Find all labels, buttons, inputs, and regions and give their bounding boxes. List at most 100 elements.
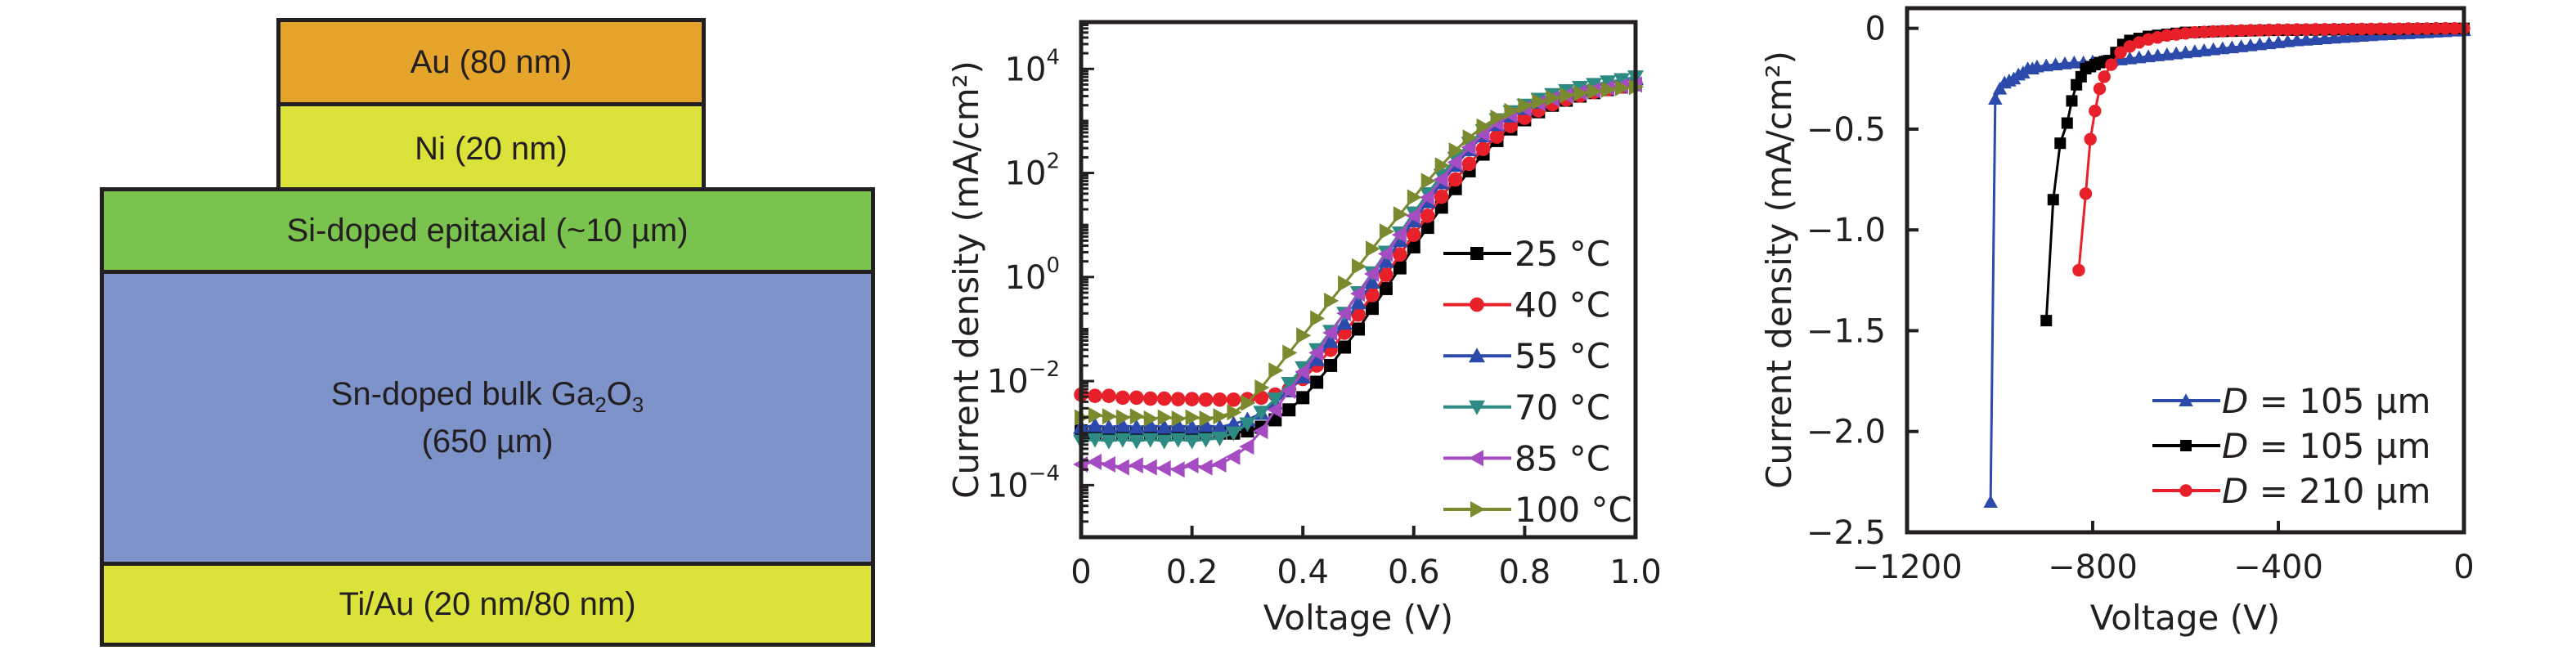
data-point	[1420, 221, 1434, 235]
x-tick-label: 0.2	[1166, 554, 1218, 591]
y-tick-exponent: −2	[1029, 357, 1060, 382]
data-point	[1254, 379, 1270, 397]
data-point	[1115, 409, 1131, 426]
legend-label-variable: D	[2222, 381, 2248, 421]
data-point	[2354, 29, 2369, 43]
data-point	[2098, 70, 2111, 83]
series-5	[1075, 78, 1644, 427]
series-line	[2044, 27, 2465, 321]
layer-sn-thickness: (650 µm)	[421, 424, 554, 460]
data-point	[1225, 426, 1242, 442]
data-point	[2448, 21, 2462, 35]
data-point	[1365, 302, 1379, 316]
data-point	[2066, 95, 2078, 107]
data-point	[2289, 33, 2304, 47]
legend-label: D = 105 µm	[2222, 381, 2430, 421]
data-point	[2093, 82, 2107, 96]
legend-label: 70 °C	[1515, 388, 1610, 428]
data-point	[1365, 288, 1380, 303]
legend-marker	[1469, 450, 1483, 467]
data-point	[1086, 453, 1102, 470]
data-point	[2364, 22, 2378, 36]
data-point	[1351, 307, 1366, 322]
data-point	[2430, 21, 2443, 35]
y-tick-label: 10−2	[987, 357, 1060, 401]
data-point	[1336, 305, 1352, 322]
legend-label-variable: D	[2222, 471, 2248, 511]
data-point	[1156, 419, 1173, 434]
data-point	[1128, 434, 1145, 450]
legend-item-2: 55 °C	[1443, 336, 1610, 376]
data-point	[1433, 171, 1448, 188]
data-point	[2170, 28, 2183, 41]
data-point	[1197, 417, 1214, 433]
data-point	[1310, 375, 1324, 389]
data-point	[2061, 117, 2073, 129]
data-point	[1338, 340, 1352, 354]
data-point	[1613, 73, 1631, 88]
layer-si-label: Si-doped epitaxial (~10 µm)	[286, 213, 689, 249]
y-tick-base: 10	[987, 467, 1029, 504]
data-point	[1420, 173, 1436, 190]
data-point	[1434, 200, 1448, 214]
data-point	[1129, 408, 1145, 425]
device-stack-diagram: Au (80 nm) Ni (20 nm) Si-doped epitaxial…	[0, 0, 916, 650]
y-tick-label: 0	[1865, 11, 1886, 48]
data-point	[2084, 132, 2097, 146]
data-point	[2114, 46, 2127, 59]
reverse-iv-y-axis-label: Current density (mA/cm²)	[1759, 51, 1799, 489]
legend-marker	[2180, 440, 2192, 451]
data-point	[1143, 410, 1159, 427]
data-point	[1282, 344, 1298, 361]
legend-item-0: D = 105 µm	[2152, 381, 2430, 421]
data-point	[1322, 324, 1338, 341]
data-point	[1560, 87, 1575, 104]
data-point	[1447, 154, 1462, 171]
data-point	[1490, 110, 1506, 127]
x-tick-label: 0	[2453, 549, 2474, 586]
data-point	[2281, 23, 2295, 37]
legend-label: D = 105 µm	[2222, 426, 2430, 466]
data-point	[1114, 433, 1131, 448]
data-point	[1322, 333, 1340, 348]
data-point	[1183, 419, 1200, 434]
data-point	[1474, 125, 1490, 142]
data-point	[1546, 89, 1561, 106]
data-point	[1211, 419, 1228, 434]
data-point	[1225, 448, 1241, 465]
data-point	[1183, 434, 1200, 450]
data-point	[1170, 392, 1186, 406]
data-point	[1156, 434, 1173, 450]
data-point	[1393, 206, 1408, 223]
data-point	[1363, 265, 1379, 282]
legend-label-value: = 210 µm	[2248, 471, 2430, 511]
data-point	[1504, 102, 1519, 119]
data-point	[1281, 382, 1296, 399]
data-point	[1489, 129, 1505, 144]
data-point	[1988, 92, 2003, 105]
data-point	[2355, 22, 2368, 36]
data-point	[2336, 22, 2350, 36]
data-point	[1350, 285, 1365, 303]
reverse-iv-x-axis-label: Voltage (V)	[2090, 598, 2280, 638]
data-point	[1419, 189, 1434, 206]
legend-marker	[2179, 484, 2192, 497]
legend-label: 85 °C	[1515, 438, 1610, 478]
data-point	[1156, 391, 1172, 406]
data-point	[1391, 226, 1407, 244]
legend-marker	[1469, 347, 1485, 363]
data-point	[1336, 315, 1353, 330]
data-point	[2318, 31, 2332, 44]
data-point	[1114, 417, 1131, 433]
series-line	[2077, 27, 2464, 271]
reverse-iv-plot-area	[1983, 21, 2471, 509]
data-point	[1600, 75, 1617, 91]
data-point	[2244, 24, 2257, 37]
x-tick-label: −1200	[1851, 549, 1962, 586]
data-point	[1169, 433, 1187, 448]
data-point	[1434, 189, 1449, 204]
data-point	[1088, 406, 1103, 424]
data-point	[1197, 459, 1213, 476]
data-point	[2197, 25, 2210, 38]
